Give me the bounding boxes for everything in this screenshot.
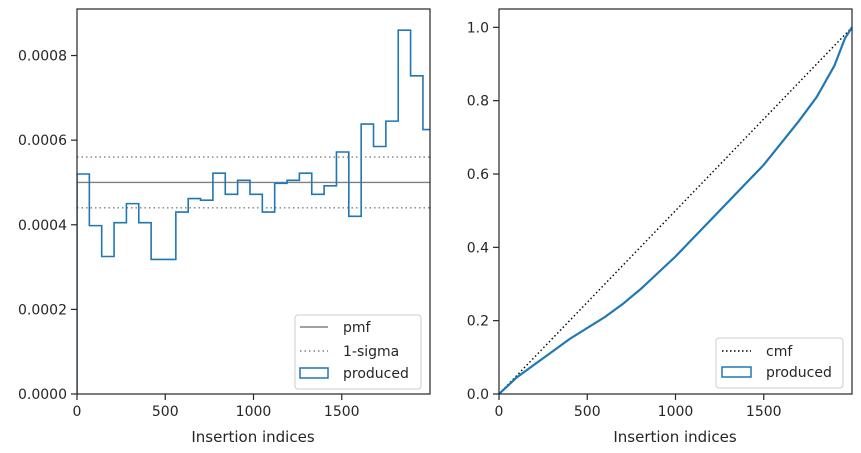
right-legend: cmf produced [715,337,844,389]
cumulative-lines [498,26,853,395]
x-tick-label: 1500 [324,404,360,420]
y-tick-label: 0.0000 [18,387,67,403]
y-tick-label: 0.0004 [18,218,67,234]
y-tick-label: 0.0006 [18,133,67,149]
left-panel: 0 500 1000 1500 0.00000.00020.00040.00060.0… [18,8,431,446]
right-y-ticks: 0.0 0.2 0.4 0.6 0.8 1.0 [467,20,499,403]
y-tick-label: 0.0002 [18,302,67,318]
x-tick-label: 500 [574,404,601,420]
right-panel: 0 500 1000 1500 0.0 0.2 0.4 0.6 0.8 1.0 Insertio… [467,8,853,446]
y-tick-label: 0.4 [467,240,489,256]
legend-produced-swatch [721,366,752,378]
legend-produced-swatch [299,367,329,379]
y-tick-label: 0.0 [467,387,489,403]
x-tick-label: 0 [73,404,82,420]
x-tick-label: 0 [495,404,504,420]
legend-1-sigma-label: 1-sigma [343,344,399,360]
y-tick-label: 0.2 [467,314,489,330]
reference-lines [77,156,430,209]
histogram-steps [77,29,430,394]
x-tick-label: 1000 [658,404,694,420]
produced-histogram [77,29,430,394]
right-legend-box [715,337,844,389]
legend-cmf-label: cmf [766,344,793,360]
legend-produced-label: produced [343,366,409,382]
cmf-line [498,26,853,395]
x-tick-label: 1500 [746,404,782,420]
right-plot-frame [498,8,853,395]
y-tick-label: 0.8 [467,94,489,110]
x-tick-label: 500 [152,404,179,420]
y-tick-label: 0.6 [467,167,489,183]
right-x-ticks: 0 500 1000 1500 [495,394,782,420]
y-tick-label: 1.0 [467,20,489,36]
y-tick-label: 0.0008 [18,49,67,65]
left-y-ticks: 0.0000 0.0002 0.0004 0.0006 0.0008 [18,49,77,403]
produced-line [498,26,853,395]
left-legend: pmf 1-sigma produced [294,314,422,390]
left-x-ticks: 0 500 1000 1500 [73,394,360,420]
x-tick-label: 1000 [236,404,272,420]
left-legend-box [294,314,422,390]
right-x-axis-label: Insertion indices [613,428,736,446]
legend-pmf-label: pmf [343,320,372,336]
left-x-axis-label: Insertion indices [191,428,314,446]
legend-produced-label: produced [766,365,832,381]
